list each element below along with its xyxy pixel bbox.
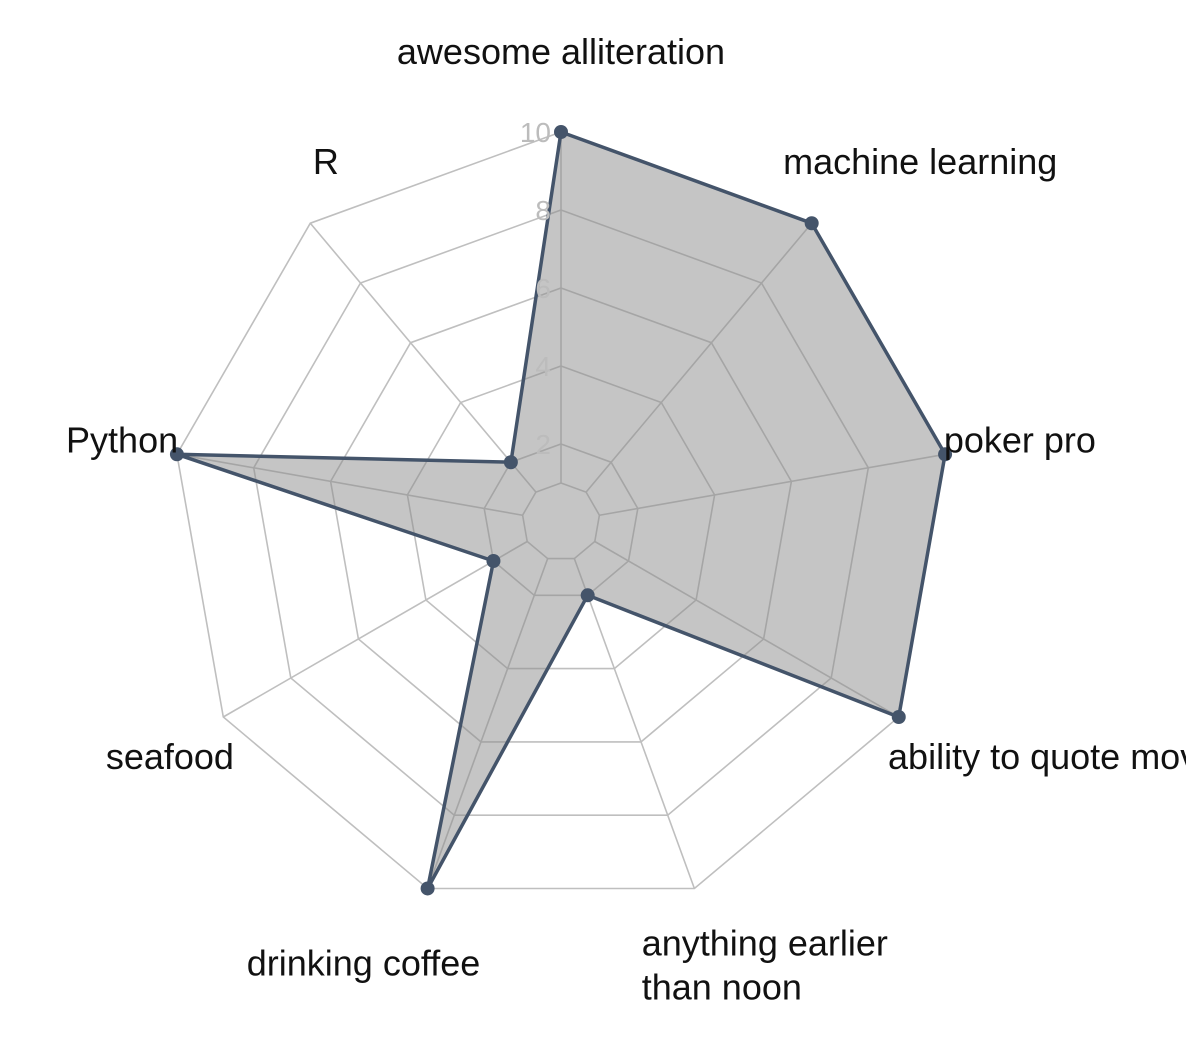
axis-label-machine-learning: machine learning — [783, 141, 1057, 182]
data-point-ability-to-quote-movies — [891, 710, 906, 724]
data-point-r — [503, 455, 518, 470]
data-point-python — [169, 447, 184, 462]
radar-data — [169, 125, 953, 896]
axis-label-anything-earlier-than-noon: anything earlier than noon — [642, 923, 888, 1008]
axis-labels: awesome alliteration machine learning poke… — [66, 31, 1186, 1008]
tick-label-2: 2 — [535, 429, 551, 460]
axis-label-python: Python — [66, 419, 178, 460]
axis-label-seafood: seafood — [106, 736, 234, 777]
axis-label-r: R — [313, 141, 339, 182]
tick-label-6: 6 — [535, 273, 551, 304]
data-point-anything-earlier-than-noon — [580, 588, 595, 603]
grid-spoke — [573, 558, 696, 889]
radial-tick-labels: 2 4 6 8 10 — [520, 117, 551, 460]
data-point-machine-learning — [804, 216, 819, 231]
data-point-seafood — [486, 554, 501, 568]
grid-spoke — [309, 222, 537, 493]
tick-label-8: 8 — [535, 195, 551, 226]
data-point-drinking-coffee — [420, 881, 435, 896]
tick-label-10: 10 — [520, 117, 551, 148]
tick-label-4: 4 — [535, 351, 551, 382]
data-point-poker-pro — [938, 447, 953, 462]
data-point-awesome-alliteration — [554, 125, 568, 139]
data-area — [175, 130, 947, 891]
axis-label-poker-pro: poker pro — [944, 419, 1096, 460]
axis-label-drinking-coffee: drinking coffee — [247, 943, 481, 984]
axis-label-awesome-alliteration: awesome alliteration — [397, 31, 725, 72]
axis-label-ability-to-quote-movies: ability to quote movies — [888, 736, 1186, 777]
grid-spoke — [222, 540, 528, 718]
